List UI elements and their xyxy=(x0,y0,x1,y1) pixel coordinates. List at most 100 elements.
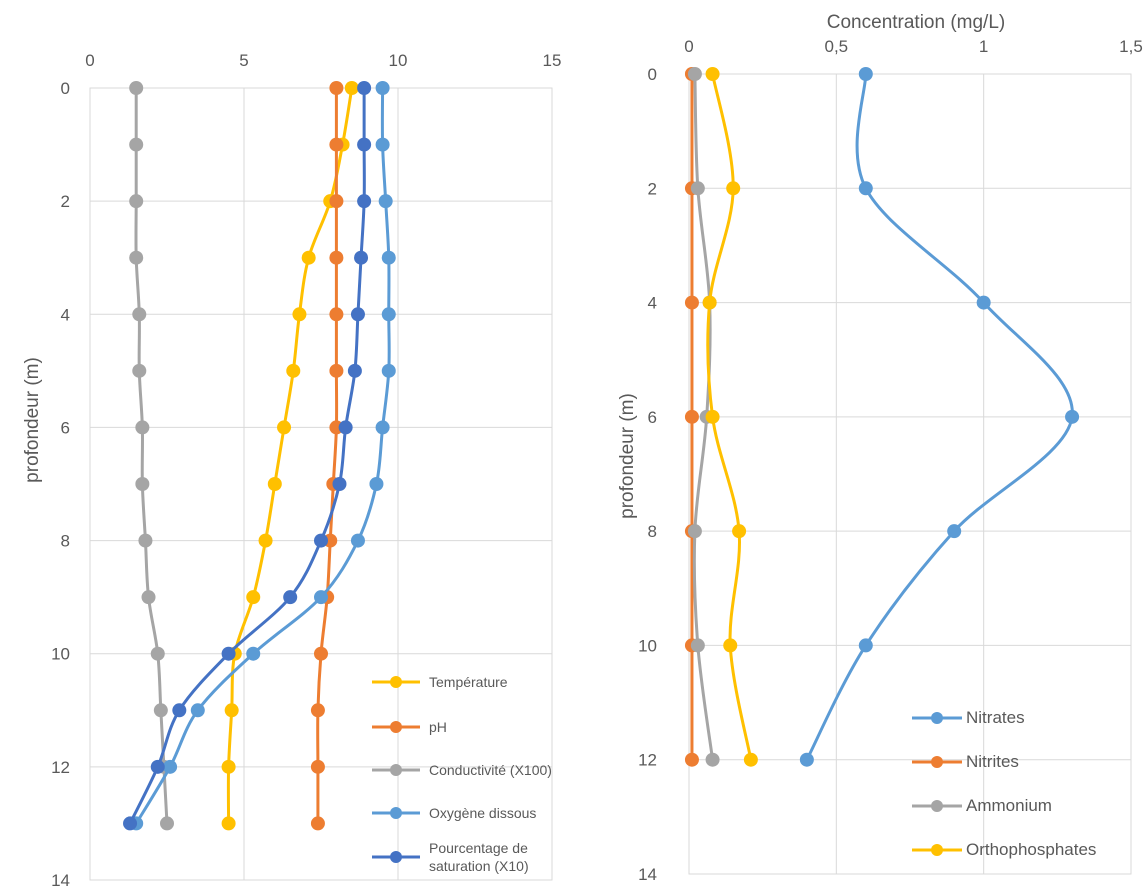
data-point xyxy=(347,363,362,378)
data-point xyxy=(246,646,261,661)
legend-swatch-marker xyxy=(390,721,402,733)
data-point xyxy=(329,81,344,95)
legend-label: pH xyxy=(429,719,447,735)
data-point xyxy=(129,194,144,209)
data-point xyxy=(976,295,991,310)
legend-item: pH xyxy=(372,719,447,735)
legend-item: Orthophosphates xyxy=(912,840,1096,859)
data-point xyxy=(246,590,261,605)
data-point xyxy=(690,181,705,196)
data-point xyxy=(1065,409,1080,424)
data-point xyxy=(381,363,396,378)
data-point xyxy=(123,816,138,831)
data-point xyxy=(129,137,144,152)
legend-item: Conductivité (X100) xyxy=(372,762,552,778)
data-point xyxy=(705,67,720,81)
series-line xyxy=(128,86,366,825)
legend-item: Nitrites xyxy=(912,752,1019,771)
data-point xyxy=(858,638,873,653)
data-point xyxy=(135,477,150,491)
y-tick-label: 2 xyxy=(61,192,70,211)
series-ph xyxy=(310,81,344,831)
data-point xyxy=(141,590,156,605)
legend-label: Conductivité (X100) xyxy=(429,762,552,778)
y-tick-label: 8 xyxy=(61,532,70,551)
data-point xyxy=(858,67,873,81)
legend-label: saturation (X10) xyxy=(429,858,529,874)
y-tick-label: 8 xyxy=(648,522,657,541)
data-point xyxy=(160,816,174,831)
y-tick-label: 0 xyxy=(648,65,657,84)
data-point xyxy=(357,194,372,209)
data-point xyxy=(684,295,699,310)
data-point xyxy=(332,477,347,491)
legend-swatch-marker xyxy=(931,756,943,768)
data-point xyxy=(190,703,205,718)
data-point xyxy=(314,533,328,548)
legend-label: Pourcentage de xyxy=(429,840,528,856)
data-point xyxy=(684,409,699,424)
data-point xyxy=(344,81,359,95)
legend-swatch-marker xyxy=(931,844,943,856)
data-point xyxy=(705,409,720,424)
legend-label: Température xyxy=(429,674,508,690)
series-temp-rature xyxy=(221,81,359,831)
y-tick-label: 4 xyxy=(648,294,657,313)
data-point xyxy=(338,420,353,435)
data-point xyxy=(224,703,239,718)
data-point xyxy=(267,477,282,491)
legend-item: Ammonium xyxy=(912,796,1052,815)
data-point xyxy=(135,420,150,435)
y-tick-label: 12 xyxy=(638,751,657,770)
x-tick-label: 0 xyxy=(684,37,693,56)
legend-label: Oxygène dissous xyxy=(429,805,536,821)
y-tick-label: 14 xyxy=(51,871,70,888)
data-point xyxy=(329,194,344,209)
x-tick-label: 10 xyxy=(389,51,408,70)
data-point xyxy=(381,307,396,322)
legend-label: Ammonium xyxy=(966,796,1052,815)
data-point xyxy=(150,646,165,661)
legend-swatch-marker xyxy=(931,800,943,812)
legend: Nitrates Nitrites Ammonium Orthophosphates xyxy=(912,708,1096,859)
y-axis-title: profondeur (m) xyxy=(617,393,638,519)
y-tick-label: 2 xyxy=(648,179,657,198)
legend-swatch-marker xyxy=(390,851,402,863)
data-point xyxy=(705,752,720,767)
y-tick-label: 10 xyxy=(51,645,70,664)
x-tick-label: 0 xyxy=(85,51,94,70)
data-point xyxy=(799,752,814,767)
y-tick-label: 6 xyxy=(648,408,657,427)
data-point xyxy=(329,137,344,152)
data-point xyxy=(310,816,325,831)
x-tick-label: 1 xyxy=(979,37,988,56)
x-tick-label: 5 xyxy=(239,51,248,70)
series-orthophosphates xyxy=(702,67,758,767)
data-point xyxy=(292,307,307,322)
series-conductivit-x100- xyxy=(129,81,174,831)
legend: Température pH Conductivité (X100) Oxygène … xyxy=(372,674,552,874)
data-point xyxy=(375,420,390,435)
data-point xyxy=(153,703,168,718)
y-tick-label: 0 xyxy=(61,79,70,98)
data-point xyxy=(329,363,344,378)
data-point xyxy=(138,533,153,548)
chart-2: 0 0,5 1 1,5 0 2 4 6 8 10 12 14 profondeur (m) Concent… xyxy=(617,12,1143,884)
y-tick-label: 4 xyxy=(61,305,70,324)
data-point xyxy=(329,307,344,322)
legend-label: Nitrites xyxy=(966,752,1019,771)
data-point xyxy=(314,590,328,605)
data-point xyxy=(375,81,390,95)
legend-label: Nitrates xyxy=(966,708,1025,727)
data-point xyxy=(354,250,369,265)
data-point xyxy=(684,752,699,767)
data-point xyxy=(357,137,372,152)
data-point xyxy=(702,295,717,310)
data-point xyxy=(687,524,702,539)
y-tick-label: 14 xyxy=(638,865,657,884)
data-point xyxy=(129,81,144,95)
data-point xyxy=(381,250,396,265)
data-point xyxy=(350,307,365,322)
legend-swatch-marker xyxy=(390,764,402,776)
